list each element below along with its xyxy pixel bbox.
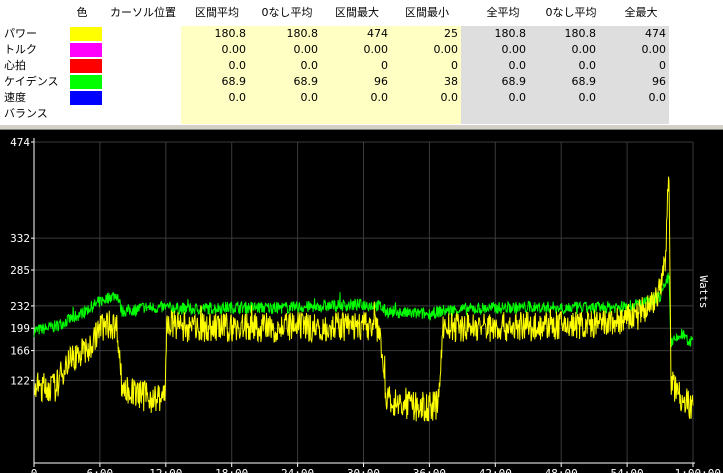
cell-total-max: 96 <box>652 75 666 88</box>
x-tick-label: 0 <box>31 467 38 473</box>
header-section-avg: 区間平均 <box>195 6 239 19</box>
y-tick-label: 122 <box>10 374 30 387</box>
cell-section-max: 0.00 <box>363 43 389 56</box>
y-tick-label: 232 <box>10 300 30 313</box>
cell-total-avg-nonzero: 0.00 <box>571 43 597 56</box>
header-total-max: 全最大 <box>624 6 658 19</box>
row-label: ケイデンス <box>4 75 59 88</box>
cell-total-avg: 68.9 <box>501 75 527 88</box>
color-swatch[interactable] <box>70 43 102 57</box>
power-series-line <box>34 176 694 422</box>
cell-total-avg: 0.0 <box>508 91 527 104</box>
cell-section-avg-nonzero: 180.8 <box>286 27 319 40</box>
cell-section-min: 25 <box>444 27 458 40</box>
power-chart[interactable]: 474 332 285 232 199 166 122 0 6:00 12:00 18:00 24:0… <box>0 130 723 473</box>
x-tick-label: 48:00 <box>545 467 578 473</box>
section-columns-band <box>181 26 461 124</box>
color-swatch[interactable] <box>70 75 102 89</box>
cell-total-avg-nonzero <box>532 105 596 122</box>
header-section-min: 区間最小 <box>405 6 449 19</box>
cell-section-max <box>322 105 388 122</box>
cell-section-max: 0 <box>381 59 388 72</box>
row-label: トルク <box>4 43 37 56</box>
y-tick-label: 474 <box>10 136 30 149</box>
header-total-avg: 全平均 <box>486 6 520 19</box>
cell-section-min: 0.00 <box>433 43 459 56</box>
cell-total-avg-nonzero: 0.0 <box>578 91 597 104</box>
cell-total-avg-nonzero: 0.0 <box>578 59 597 72</box>
y-axis-label: Watts <box>697 275 710 308</box>
cell-section-avg: 0.00 <box>221 43 247 56</box>
cell-section-min: 0 <box>451 59 458 72</box>
x-tick-label: 24:00 <box>281 467 314 473</box>
color-swatch[interactable] <box>70 91 102 105</box>
cell-total-avg: 0.0 <box>508 59 527 72</box>
cell-section-avg-nonzero: 0.00 <box>293 43 319 56</box>
cell-total-max <box>602 105 666 122</box>
x-tick-label: 54:00 <box>611 467 644 473</box>
cell-total-avg: 180.8 <box>494 27 527 40</box>
cell-section-min: 38 <box>444 75 458 88</box>
cell-total-max: 0.00 <box>641 43 667 56</box>
stats-panel: 色 カーソル位置 区間平均 0なし平均 区間最大 区間最小 全平均 0なし平均 … <box>0 0 723 124</box>
x-tick-label: 12:00 <box>149 467 182 473</box>
header-color: 色 <box>76 6 88 19</box>
cell-section-avg <box>182 105 246 122</box>
cell-section-max: 474 <box>367 27 388 40</box>
header-total-avg-nonzero: 0なし平均 <box>545 6 597 19</box>
cell-section-avg: 180.8 <box>214 27 247 40</box>
x-tick-label: 18:00 <box>215 467 248 473</box>
y-tick-label: 166 <box>10 345 30 358</box>
header-section-max: 区間最大 <box>335 6 379 19</box>
cell-total-avg-nonzero: 180.8 <box>564 27 597 40</box>
cell-total-avg <box>462 105 526 122</box>
cell-section-avg: 68.9 <box>221 75 247 88</box>
y-tick-label: 199 <box>10 322 30 335</box>
total-columns-band <box>461 26 669 124</box>
x-tick-label: 6:00 <box>87 467 114 473</box>
color-swatch[interactable] <box>70 27 102 41</box>
cell-total-max: 0.0 <box>648 91 667 104</box>
cell-total-avg-nonzero: 68.9 <box>571 75 597 88</box>
cell-total-avg: 0.00 <box>501 43 527 56</box>
cell-section-max: 0.0 <box>370 91 389 104</box>
row-label: パワー <box>4 27 37 40</box>
color-swatch[interactable] <box>70 59 102 73</box>
splitter-bar[interactable] <box>0 124 723 130</box>
cell-total-max: 0 <box>659 59 666 72</box>
cell-section-avg: 0.0 <box>228 91 247 104</box>
x-tick-label: 1:00:00 <box>675 467 721 473</box>
x-tick-label: 30:00 <box>347 467 380 473</box>
cell-section-avg-nonzero: 0.0 <box>300 59 319 72</box>
header-section-avg-nonzero: 0なし平均 <box>261 6 313 19</box>
cell-section-min <box>392 105 458 122</box>
cell-total-max: 474 <box>645 27 666 40</box>
row-label: バランス <box>4 107 48 120</box>
cell-section-avg-nonzero <box>252 105 318 122</box>
y-tick-label: 332 <box>10 232 30 245</box>
cell-section-avg: 0.0 <box>228 59 247 72</box>
row-label: 心拍 <box>4 59 26 72</box>
header-cursor-position: カーソル位置 <box>110 6 176 19</box>
x-tick-label: 36:00 <box>413 467 446 473</box>
cell-section-avg-nonzero: 0.0 <box>300 91 319 104</box>
x-tick-label: 42:00 <box>479 467 512 473</box>
y-tick-label: 285 <box>10 264 30 277</box>
cadence-series-line <box>33 272 694 348</box>
row-label: 速度 <box>4 91 26 104</box>
cell-section-max: 96 <box>374 75 388 88</box>
cell-section-avg-nonzero: 68.9 <box>293 75 319 88</box>
cell-section-min: 0.0 <box>440 91 459 104</box>
